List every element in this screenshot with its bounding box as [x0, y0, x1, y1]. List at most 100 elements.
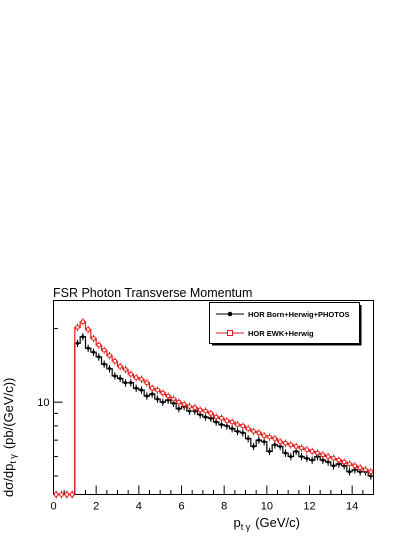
data-point — [182, 402, 187, 407]
data-point — [358, 465, 363, 470]
y-axis-label-sub: t γ — [8, 454, 18, 464]
data-point — [118, 364, 123, 369]
x-tick-label: 4 — [136, 501, 142, 513]
data-point — [224, 418, 229, 423]
legend-shadow-right — [359, 305, 362, 346]
legend: HOR Born+Herwig+PHOTOS HOR EWK+Herwig — [209, 302, 362, 346]
data-point — [310, 449, 315, 454]
data-point — [198, 412, 202, 417]
data-point — [288, 442, 293, 447]
data-point — [96, 343, 101, 348]
data-point — [177, 407, 181, 411]
data-point — [102, 362, 106, 366]
x-tick-label: 14 — [346, 501, 358, 513]
data-point — [331, 464, 336, 468]
data-point — [353, 468, 357, 472]
data-point — [326, 460, 330, 464]
series-ewk-herwig — [53, 318, 374, 499]
x-axis: 0 2 4 6 8 10 12 14 — [50, 485, 374, 513]
data-point — [107, 353, 112, 358]
data-point — [75, 325, 80, 330]
x-axis-label-unit: (GeV/c) — [255, 515, 300, 530]
data-point — [64, 492, 69, 497]
data-point — [219, 416, 224, 421]
data-point — [352, 463, 357, 468]
data-point — [208, 411, 213, 416]
data-point — [326, 454, 331, 459]
data-point — [113, 374, 117, 378]
data-point — [155, 388, 160, 393]
data-point — [304, 447, 309, 452]
data-point — [342, 460, 347, 465]
data-point — [336, 458, 341, 463]
data-point — [54, 492, 59, 497]
data-point — [267, 449, 272, 453]
data-point — [256, 430, 261, 435]
data-point — [235, 429, 240, 433]
data-point — [81, 335, 85, 339]
data-point — [214, 420, 218, 424]
data-point — [363, 467, 368, 472]
data-point — [70, 492, 75, 497]
data-point — [299, 446, 304, 451]
data-point — [166, 393, 171, 398]
data-point — [310, 458, 314, 462]
data-point — [118, 376, 122, 381]
x-tick-label: 12 — [303, 501, 315, 513]
data-point — [230, 420, 235, 425]
data-point — [257, 438, 261, 442]
data-point — [80, 319, 85, 324]
data-point — [198, 407, 203, 412]
data-point — [209, 416, 213, 420]
data-point — [192, 405, 197, 410]
chart-title: FSR Photon Transverse Momentum — [53, 286, 252, 300]
data-point — [283, 441, 288, 446]
data-point — [241, 431, 245, 435]
data-point — [139, 388, 144, 392]
data-point — [320, 452, 325, 457]
legend-label-born-photos: HOR Born+Herwig+PHOTOS — [248, 310, 350, 319]
data-point — [112, 359, 117, 364]
data-point — [123, 367, 128, 372]
data-point — [123, 381, 128, 385]
data-point — [272, 436, 277, 441]
x-tick-label: 2 — [93, 501, 99, 513]
data-point — [246, 437, 250, 441]
legend-entry-ewk-herwig: HOR EWK+Herwig — [216, 329, 314, 338]
data-point — [214, 415, 219, 420]
data-point — [230, 427, 234, 431]
data-point — [91, 336, 96, 341]
data-point — [283, 451, 288, 455]
data-point — [91, 350, 96, 354]
series-layer — [53, 318, 374, 499]
data-point — [219, 423, 224, 427]
data-point — [331, 456, 336, 461]
data-point — [358, 470, 362, 474]
data-point — [86, 327, 91, 332]
data-point — [305, 456, 309, 460]
data-point — [155, 397, 160, 401]
legend-shadow-bottom — [212, 343, 361, 346]
x-axis-label-main: p — [233, 515, 240, 530]
data-point — [299, 454, 304, 459]
x-tick-label: 0 — [50, 501, 56, 513]
data-point — [251, 444, 256, 449]
data-point — [289, 454, 293, 459]
data-point — [347, 461, 352, 466]
data-point — [134, 375, 139, 380]
data-point — [160, 391, 165, 396]
data-point — [97, 355, 101, 359]
y-axis: 10 — [37, 327, 63, 477]
data-point — [102, 348, 107, 353]
data-point — [145, 394, 149, 398]
data-point — [128, 372, 133, 377]
legend-label-ewk-herwig: HOR EWK+Herwig — [248, 329, 314, 338]
data-point — [134, 386, 138, 390]
legend-marker-born-photos — [227, 311, 233, 317]
data-point — [161, 400, 165, 404]
data-point — [129, 381, 133, 385]
data-point — [369, 474, 373, 478]
data-point — [150, 392, 154, 396]
data-point — [262, 433, 267, 438]
